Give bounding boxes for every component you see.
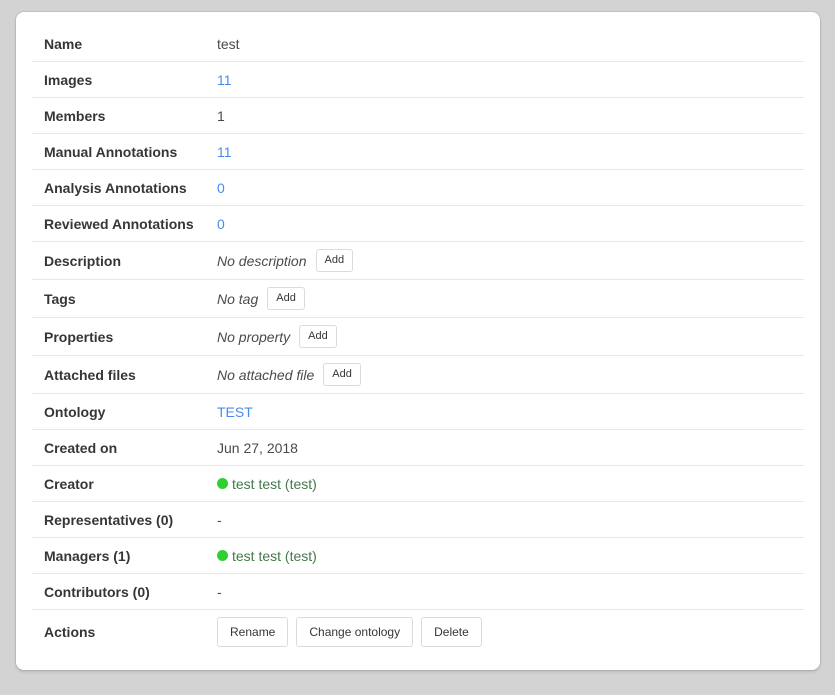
row-label: Ontology xyxy=(44,403,106,420)
add-attached-file-button[interactable]: Add xyxy=(323,363,361,386)
row-images: Images 11 xyxy=(32,62,804,98)
row-label: Actions xyxy=(44,624,96,640)
row-ontology: Ontology TEST xyxy=(32,394,804,430)
row-label: Images xyxy=(44,71,93,88)
add-property-button[interactable]: Add xyxy=(299,325,337,348)
ontology-link[interactable]: TEST xyxy=(217,403,253,420)
rename-button[interactable]: Rename xyxy=(217,617,289,647)
row-reviewed-annotations: Reviewed Annotations 0 xyxy=(32,206,804,242)
row-label: Members xyxy=(44,107,106,124)
row-label: Contributors (0) xyxy=(44,583,150,600)
row-actions: Actions Rename Change ontology Delete xyxy=(32,610,804,654)
row-label: Representatives (0) xyxy=(44,511,174,528)
add-description-button[interactable]: Add xyxy=(315,249,354,272)
row-label: Properties xyxy=(44,328,114,345)
creator-user: test test (test) xyxy=(217,476,317,492)
images-count-link[interactable]: 11 xyxy=(217,71,232,88)
row-creator: Creator test test (test) xyxy=(32,466,804,502)
change-ontology-button[interactable]: Change ontology xyxy=(296,617,414,647)
row-label: Manual Annotations xyxy=(44,143,178,160)
row-label: Description xyxy=(44,252,122,269)
row-label: Created on xyxy=(44,439,118,456)
row-label: Managers (1) xyxy=(44,547,131,564)
row-label: Name xyxy=(44,35,83,52)
project-details-card: Name test Images 11 Members 1 Manual Ann… xyxy=(16,12,820,670)
row-manual-annotations: Manual Annotations 11 xyxy=(32,134,804,170)
add-tag-button[interactable]: Add xyxy=(267,287,305,310)
creator-name: test test (test) xyxy=(232,475,317,492)
delete-button[interactable]: Delete xyxy=(421,617,482,647)
row-label: Creator xyxy=(44,475,94,492)
contributors-value: - xyxy=(217,583,222,600)
manager-user: test test (test) xyxy=(217,548,317,564)
tags-empty-text: No tag xyxy=(217,290,259,307)
row-description: Description No description Add xyxy=(32,242,804,280)
row-created-on: Created on Jun 27, 2018 xyxy=(32,430,804,466)
members-count: 1 xyxy=(217,107,225,124)
row-label: Analysis Annotations xyxy=(44,179,187,196)
row-label: Tags xyxy=(44,290,76,307)
row-properties: Properties No property Add xyxy=(32,318,804,356)
description-empty-text: No description xyxy=(217,252,307,269)
reviewed-annotations-link[interactable]: 0 xyxy=(217,215,225,232)
row-attached-files: Attached files No attached file Add xyxy=(32,356,804,394)
created-date: Jun 27, 2018 xyxy=(217,439,298,456)
row-contributors: Contributors (0) - xyxy=(32,574,804,610)
row-analysis-annotations: Analysis Annotations 0 xyxy=(32,170,804,206)
representatives-value: - xyxy=(217,511,222,528)
row-label: Reviewed Annotations xyxy=(44,215,194,232)
online-status-icon xyxy=(217,478,228,489)
attached-files-empty-text: No attached file xyxy=(217,366,315,383)
row-managers: Managers (1) test test (test) xyxy=(32,538,804,574)
properties-empty-text: No property xyxy=(217,328,291,345)
row-label: Attached files xyxy=(44,366,136,383)
manual-annotations-link[interactable]: 11 xyxy=(217,143,232,160)
manager-name: test test (test) xyxy=(232,547,317,564)
name-value: test xyxy=(217,35,240,52)
row-tags: Tags No tag Add xyxy=(32,280,804,318)
row-members: Members 1 xyxy=(32,98,804,134)
online-status-icon xyxy=(217,550,228,561)
analysis-annotations-link[interactable]: 0 xyxy=(217,179,225,196)
row-representatives: Representatives (0) - xyxy=(32,502,804,538)
row-name: Name test xyxy=(32,26,804,62)
